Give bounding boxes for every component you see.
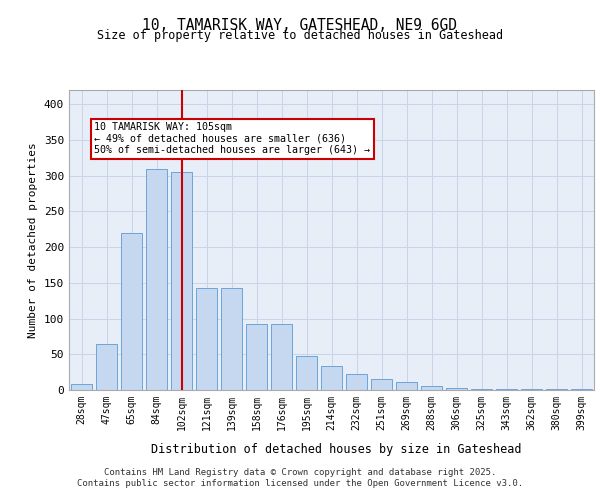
Bar — [171, 172, 192, 390]
Bar — [396, 382, 417, 390]
Text: 10, TAMARISK WAY, GATESHEAD, NE9 6GD: 10, TAMARISK WAY, GATESHEAD, NE9 6GD — [143, 18, 458, 32]
Bar — [146, 168, 167, 390]
Bar — [196, 288, 217, 390]
Bar — [346, 374, 367, 390]
Bar — [496, 388, 517, 390]
Bar — [121, 233, 142, 390]
Text: Distribution of detached houses by size in Gateshead: Distribution of detached houses by size … — [151, 442, 521, 456]
Bar — [321, 366, 342, 390]
Bar — [471, 388, 492, 390]
Bar — [571, 388, 592, 390]
Bar — [421, 386, 442, 390]
Bar — [446, 388, 467, 390]
Bar — [221, 288, 242, 390]
Text: 10 TAMARISK WAY: 105sqm
← 49% of detached houses are smaller (636)
50% of semi-d: 10 TAMARISK WAY: 105sqm ← 49% of detache… — [94, 122, 370, 156]
Bar — [96, 344, 117, 390]
Bar — [296, 356, 317, 390]
Bar — [371, 380, 392, 390]
Bar — [71, 384, 92, 390]
Bar — [271, 324, 292, 390]
Bar — [246, 324, 267, 390]
Y-axis label: Number of detached properties: Number of detached properties — [28, 142, 38, 338]
Text: Size of property relative to detached houses in Gateshead: Size of property relative to detached ho… — [97, 28, 503, 42]
Text: Contains HM Land Registry data © Crown copyright and database right 2025.
Contai: Contains HM Land Registry data © Crown c… — [77, 468, 523, 487]
